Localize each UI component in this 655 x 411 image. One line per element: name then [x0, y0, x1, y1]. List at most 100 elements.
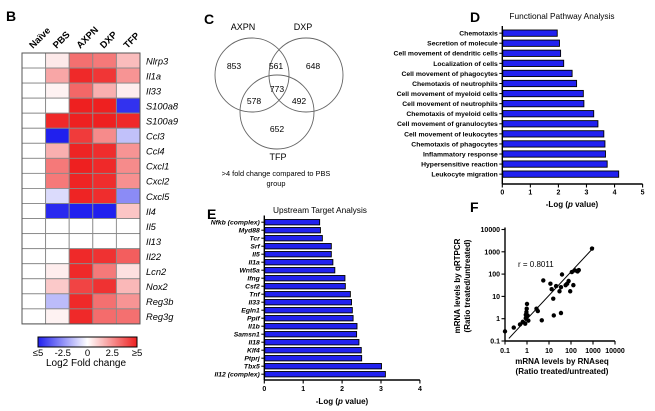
heatmap-cell [45, 157, 70, 174]
heatmap-cell [92, 97, 117, 114]
heatmap-cell [68, 127, 94, 144]
category-label: Il12 (complex) [214, 372, 260, 379]
y-tick-label: 10 [492, 294, 500, 301]
heatmap-cell [45, 127, 70, 144]
venn-diagram: AXPN DXP TFP 853 561 648 578 773 492 652 [214, 22, 344, 162]
heatmap-cell [68, 308, 94, 325]
heatmap-cell [92, 233, 117, 250]
x-tick-label: 1 [525, 348, 529, 355]
data-point [548, 281, 553, 286]
category-label: Cell movement of leukocytes [404, 131, 498, 138]
pathway-bar-chart: 0 1 2 3 4 5 Chemotaxis Secretion of molecule Cel… [394, 26, 645, 197]
y-tick-label: 10000 [481, 227, 501, 234]
heatmap-column-header: TFP [122, 30, 143, 51]
heatmap-cell [45, 233, 70, 250]
data-point [525, 313, 530, 318]
data-point [557, 289, 562, 294]
venn-set-label: AXPN [231, 22, 256, 32]
y-tick-label: 1 [496, 316, 500, 323]
bar [502, 59, 565, 67]
category-label: Cell movement of phagocytes [401, 71, 498, 78]
heatmap-cell [21, 278, 47, 295]
panel-f-label: F [470, 199, 479, 215]
bar [502, 170, 620, 178]
heatmap-cell [45, 172, 70, 189]
heatmap-cell [68, 248, 94, 265]
venn-set-label: DXP [294, 22, 313, 32]
heatmap-cell [92, 142, 117, 159]
heatmap-cell [115, 142, 141, 159]
bar [264, 227, 321, 234]
x-tick-label: 2 [340, 386, 344, 393]
category-label: Chemotaxis of phagocytes [411, 141, 498, 148]
heatmap-cell [21, 67, 47, 84]
heatmap-cell [68, 157, 94, 174]
heatmap-gene-label: Ccl3 [146, 132, 165, 142]
x-tick-label: 0 [500, 190, 504, 197]
heatmap-cell [21, 172, 47, 189]
heatmap-cell [115, 263, 141, 280]
xlabel-post: value) [573, 200, 599, 209]
heatmap-cell [115, 157, 141, 174]
category-label: Cell movement of granulocytes [397, 121, 498, 128]
heatmap-cell [21, 82, 47, 99]
heatmap-cell [21, 112, 47, 129]
venn-count: 578 [247, 96, 262, 106]
category-label: Egln1 [241, 308, 260, 315]
venn-circle-dxp [268, 37, 344, 113]
x-tick-label: 1000 [585, 348, 601, 355]
bar [264, 251, 332, 258]
heatmap-cell [21, 203, 47, 220]
bar [502, 120, 599, 128]
data-point [553, 283, 559, 289]
category-label: Secretion of molecule [427, 41, 498, 48]
data-point [568, 289, 573, 294]
category-label: Leukocyte migration [431, 172, 497, 179]
venn-count: 648 [306, 61, 321, 71]
data-point [549, 287, 554, 292]
heatmap-cell [115, 67, 141, 84]
heatmap-gene-label: Il13 [146, 237, 162, 247]
heatmap-cell [115, 52, 141, 69]
heatmap-cell [45, 67, 70, 84]
data-point [539, 318, 544, 323]
heatmap-cell [45, 263, 70, 280]
category-label: Klf4 [247, 348, 260, 355]
heatmap-cell [92, 293, 117, 310]
panel-e-title: Upstream Target Analysis [273, 205, 367, 215]
category-label: Cell movement of myeloid cells [397, 91, 498, 98]
heatmap-cell [45, 293, 70, 310]
bar [502, 140, 606, 148]
bar [264, 339, 360, 346]
heatmap-gene-label: Nox2 [146, 282, 169, 292]
heatmap-cell [45, 112, 70, 129]
bar [502, 160, 608, 168]
category-label: Chemotaxis of myeloid cells [406, 111, 498, 118]
heatmap-cell [115, 308, 141, 325]
panel-d-label: D [470, 9, 480, 25]
category-label: Chemotaxis of neutrophils [412, 81, 498, 88]
heatmap-cell [21, 308, 47, 325]
data-point [551, 296, 556, 301]
x-tick-label: 3 [379, 386, 383, 393]
upstream-bar-chart: 0 1 2 3 4 Nfkb (complex)Myd88TcrSrfIl5Il1aWnt… [211, 215, 422, 393]
heatmap-gene-label: Cxcl5 [146, 192, 170, 202]
panel-b-label: B [6, 8, 16, 24]
x-tick-label: 1 [528, 190, 532, 197]
colorbar-ticks: ≤5 -2.5 0 2.5 ≥5 [33, 348, 143, 359]
heatmap-cell [115, 187, 141, 204]
colorbar-tick-label: ≥5 [132, 348, 143, 359]
heatmap-cell [68, 203, 94, 220]
heatmap-cell [21, 187, 47, 204]
panel-e-label: E [207, 206, 216, 222]
heatmap-cell [68, 263, 94, 280]
bar [264, 371, 386, 378]
heatmap-gene-label: Cxcl1 [146, 162, 169, 172]
bar [264, 219, 321, 226]
heatmap-cell [115, 233, 141, 250]
category-label: Tnf [249, 292, 260, 299]
heatmap-cell [115, 127, 141, 144]
bar [502, 100, 585, 108]
data-point [511, 325, 516, 330]
